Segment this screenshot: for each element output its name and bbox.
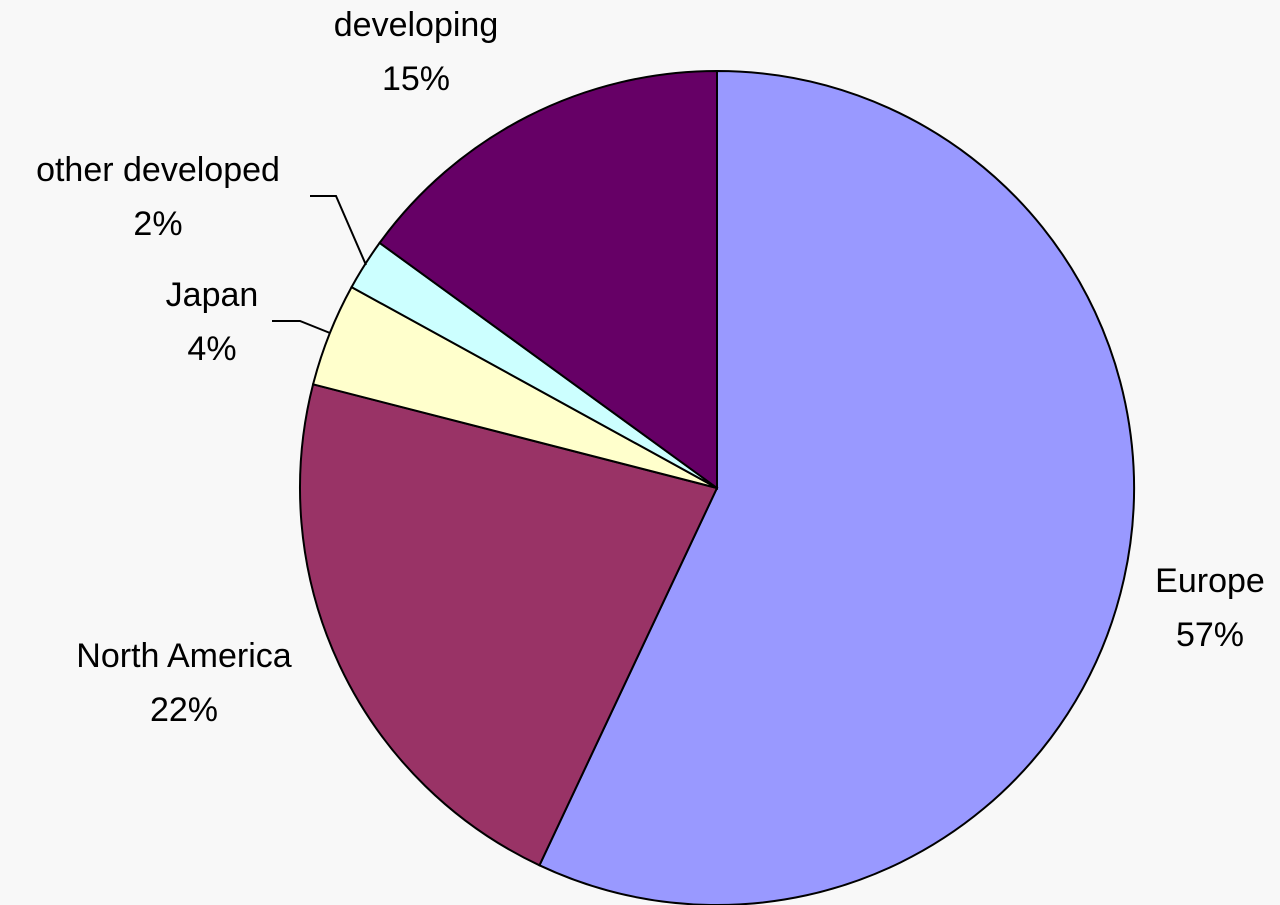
slice-value-label: 22%	[150, 691, 218, 729]
slice-value-label: 2%	[133, 205, 182, 243]
slice-label: developing	[334, 6, 498, 44]
slice-label: Japan	[166, 276, 259, 314]
slice-label: North America	[76, 637, 291, 675]
slice-label: Europe	[1155, 562, 1265, 600]
slice-value-label: 57%	[1176, 616, 1244, 654]
pie-slice	[538, 69, 1135, 905]
slice-value-label: 4%	[187, 330, 236, 368]
slice-label: other developed	[36, 151, 280, 189]
slice-value-label: 15%	[382, 60, 450, 98]
leader-line	[272, 320, 331, 334]
leader-line	[310, 195, 367, 266]
pie-slice	[378, 69, 718, 490]
pie-slice	[299, 383, 719, 867]
